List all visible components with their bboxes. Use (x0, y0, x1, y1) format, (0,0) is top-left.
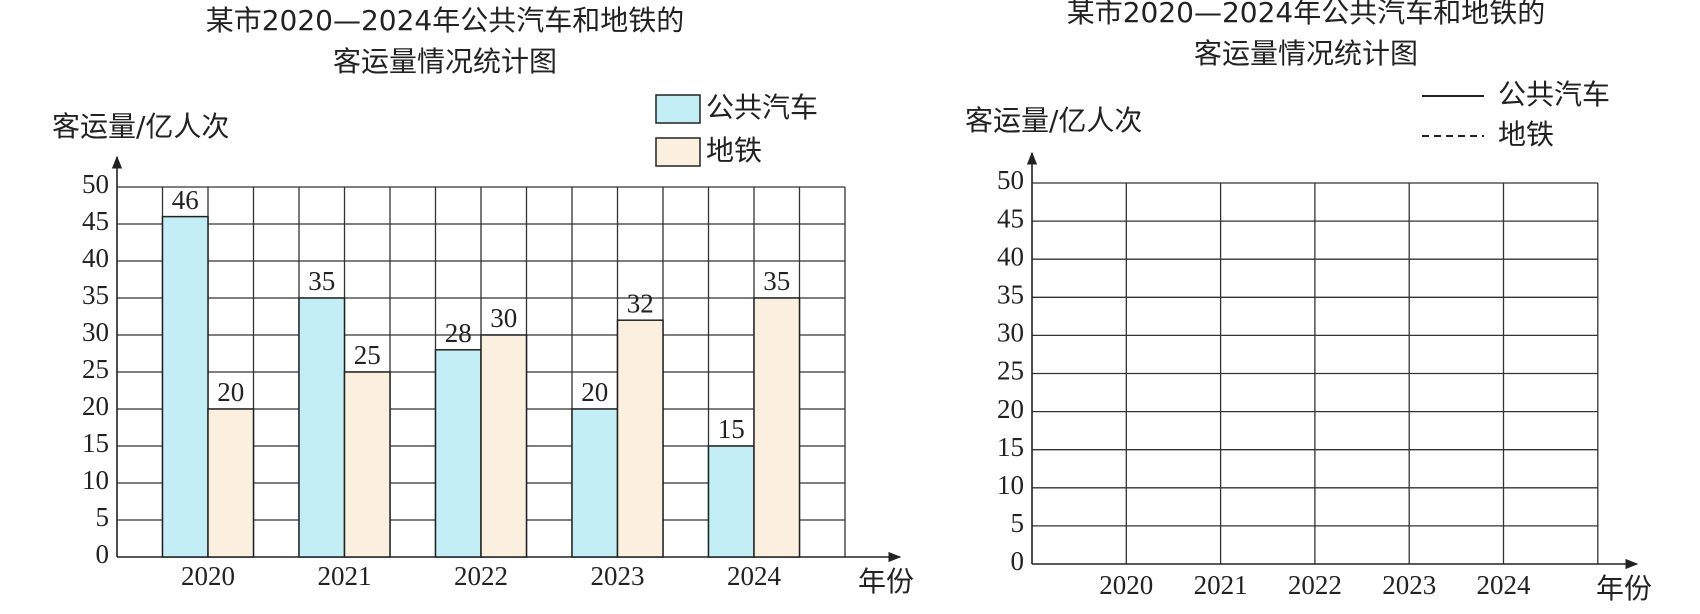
x-tick-label: 2022 (1288, 570, 1342, 600)
data-label: 20 (217, 377, 244, 407)
bar (753, 297, 801, 558)
x-tick-label: 2021 (318, 561, 372, 591)
data-label: 35 (308, 266, 335, 296)
bar (298, 297, 346, 558)
chart-title: 某市2020—2024年公共汽车和地铁的 (206, 4, 685, 37)
y-tick-label: 5 (96, 502, 110, 532)
legend-label: 地铁 (706, 134, 762, 167)
x-tick-label: 2021 (1194, 570, 1248, 600)
legend-label: 公共汽车 (1498, 78, 1610, 111)
bar (480, 334, 528, 558)
data-label: 30 (490, 303, 517, 333)
bar (707, 445, 755, 558)
y-tick-label: 20 (82, 391, 109, 421)
y-tick-label: 35 (997, 280, 1024, 310)
y-tick-label: 40 (82, 243, 109, 273)
y-tick-label: 50 (82, 169, 109, 199)
y-tick-label: 45 (82, 206, 109, 236)
data-label: 15 (718, 414, 745, 444)
legend-label: 公共汽车 (706, 91, 818, 124)
bar (616, 319, 664, 558)
y-tick-label: 20 (997, 394, 1024, 424)
data-label: 46 (172, 185, 199, 215)
x-axis-label: 年份 (1596, 572, 1652, 605)
y-tick-label: 15 (997, 432, 1024, 462)
y-tick-label: 25 (997, 356, 1024, 386)
chart-title: 客运量情况统计图 (333, 45, 557, 78)
data-label: 35 (763, 266, 790, 296)
x-tick-label: 2024 (727, 561, 782, 591)
y-tick-label: 10 (82, 465, 109, 495)
chart-title: 客运量情况统计图 (1194, 37, 1418, 70)
x-tick-label: 2020 (1099, 570, 1153, 600)
y-tick-label: 30 (82, 317, 109, 347)
x-tick-label: 2022 (454, 561, 508, 591)
data-label: 28 (445, 318, 472, 348)
legend-swatch (655, 94, 701, 124)
legend-label: 地铁 (1498, 118, 1554, 151)
bar (571, 408, 619, 558)
y-tick-label: 25 (82, 354, 109, 384)
bar (161, 215, 209, 558)
x-tick-label: 2024 (1477, 570, 1532, 600)
x-axis-label: 年份 (858, 565, 914, 598)
y-tick-label: 50 (997, 165, 1024, 195)
x-tick-label: 2023 (1382, 570, 1436, 600)
bar (434, 349, 482, 558)
data-label: 25 (354, 340, 381, 370)
y-axis-label: 客运量/亿人次 (52, 110, 229, 143)
y-tick-label: 30 (997, 318, 1024, 348)
x-tick-label: 2020 (181, 561, 235, 591)
data-label: 32 (627, 288, 654, 318)
bar (207, 408, 255, 558)
y-tick-label: 0 (96, 539, 110, 569)
y-tick-label: 45 (997, 203, 1024, 233)
x-tick-label: 2023 (591, 561, 645, 591)
y-axis-label: 客运量/亿人次 (965, 104, 1142, 137)
y-tick-label: 5 (1011, 508, 1025, 538)
data-label: 20 (581, 377, 608, 407)
y-tick-label: 35 (82, 280, 109, 310)
y-tick-label: 10 (997, 470, 1024, 500)
y-tick-label: 40 (997, 241, 1024, 271)
bar (343, 371, 391, 558)
y-tick-label: 15 (82, 428, 109, 458)
legend-swatch (655, 137, 701, 167)
y-tick-label: 0 (1011, 546, 1025, 576)
chart-title: 某市2020—2024年公共汽车和地铁的 (1067, 0, 1546, 29)
